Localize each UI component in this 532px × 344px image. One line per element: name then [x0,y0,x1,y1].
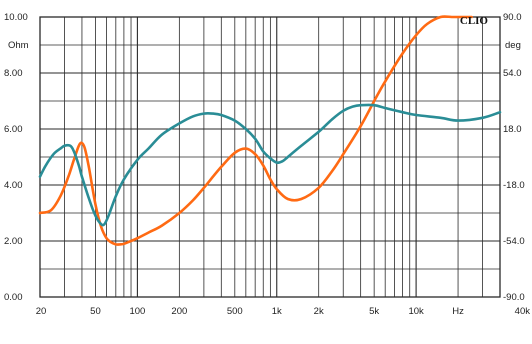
y-left-tick-label: 0.00 [4,292,23,303]
y-left-tick-label: 4.00 [4,180,23,191]
y-right-tick-label: 54.0 [503,68,522,79]
series-lines [38,15,502,246]
x-tick-label: 10k [408,306,424,317]
x-tick-label: 50 [90,306,101,317]
y-right-tick-label: 90.0 [503,12,522,23]
y-right-tick-label: -90.0 [503,292,525,303]
y-right-tick-label: -54.0 [503,236,525,247]
y-left-tick-label: 10.00 [4,12,28,23]
x-tick-label: 200 [171,306,187,317]
y-left-tick-label: 2.00 [4,236,23,247]
y-left-tick-label: 6.00 [4,124,23,135]
brand-label: CLIO [460,15,489,27]
x-tick-label: 500 [227,306,243,317]
x-tick-label: 100 [129,306,145,317]
y-right-tick-label: -18.0 [503,180,525,191]
series-line-2 [38,103,502,227]
x-tick-label: 2k [314,306,324,317]
tick-labels: 20 50 100 200 500 1k 2k 5k 10k Hz 40k 10.00 8.00 6.00… [4,12,530,317]
x-tick-label: 5k [369,306,379,317]
y-right-unit-label: deg [505,40,521,51]
y-right-tick-label: 18.0 [503,124,522,135]
y-left-unit-label: Ohm [8,40,29,51]
y-left-tick-label: 8.00 [4,68,23,79]
x-tick-label: Hz [452,306,464,317]
x-tick-label: 20 [36,306,47,317]
x-tick-label: 1k [272,306,282,317]
x-tick-label: 40k [515,306,531,317]
series-line-1 [38,15,473,246]
